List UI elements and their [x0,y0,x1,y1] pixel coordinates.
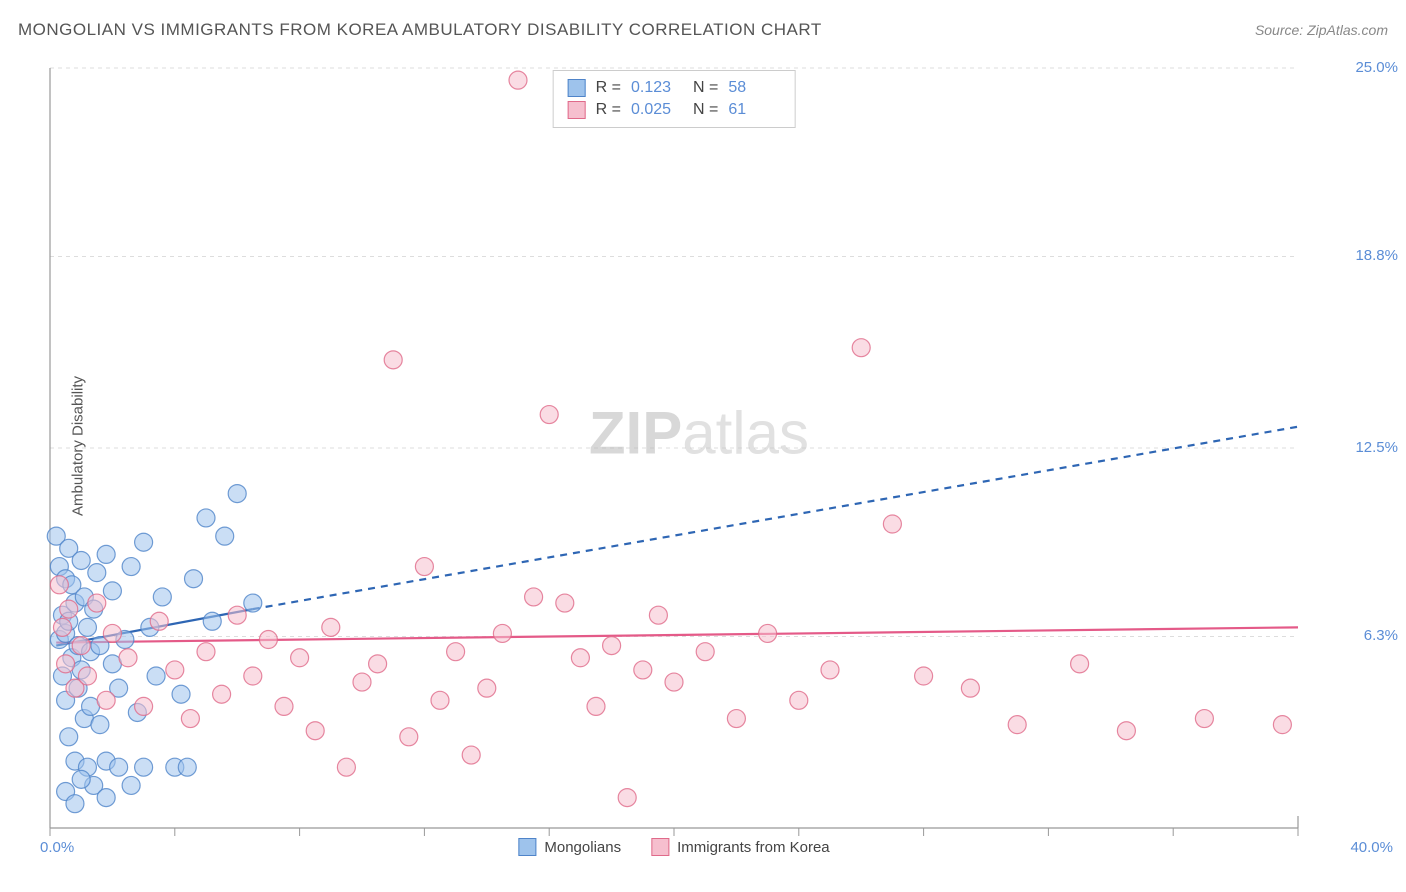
chart-header: MONGOLIAN VS IMMIGRANTS FROM KOREA AMBUL… [18,20,1388,40]
legend-swatch [651,838,669,856]
x-axis-min-label: 0.0% [40,839,74,856]
r-label: R = [596,79,621,97]
source-attribution: Source: ZipAtlas.com [1255,22,1388,38]
stats-row: R = 0.025 N = 61 [568,99,781,121]
y-tick-label: 25.0% [1308,59,1398,76]
n-value: 58 [728,79,780,97]
legend-swatch [568,79,586,97]
stats-row: R = 0.123 N = 58 [568,77,781,99]
r-label: R = [596,101,621,119]
legend-swatch [568,101,586,119]
bottom-legend: Mongolians Immigrants from Korea [518,838,829,856]
y-tick-label: 6.3% [1308,627,1398,644]
y-tick-label: 18.8% [1308,247,1398,264]
x-axis-max-label: 40.0% [1350,839,1393,856]
legend-item: Immigrants from Korea [651,838,830,856]
legend-label: Immigrants from Korea [677,839,830,856]
legend-swatch [518,838,536,856]
n-label: N = [693,101,718,119]
correlation-stats-box: R = 0.123 N = 58 R = 0.025 N = 61 [553,70,796,128]
chart-title: MONGOLIAN VS IMMIGRANTS FROM KOREA AMBUL… [18,20,822,40]
scatter-chart [50,68,1298,828]
y-tick-label: 12.5% [1308,439,1398,456]
r-value: 0.025 [631,101,683,119]
n-value: 61 [728,101,780,119]
legend-item: Mongolians [518,838,621,856]
plot-area: ZIPatlas R =0.123N =58R =0.025N =61 0.0%… [50,68,1298,828]
legend-label: Mongolians [544,839,621,856]
r-value: 0.123 [631,79,683,97]
n-label: N = [693,79,718,97]
